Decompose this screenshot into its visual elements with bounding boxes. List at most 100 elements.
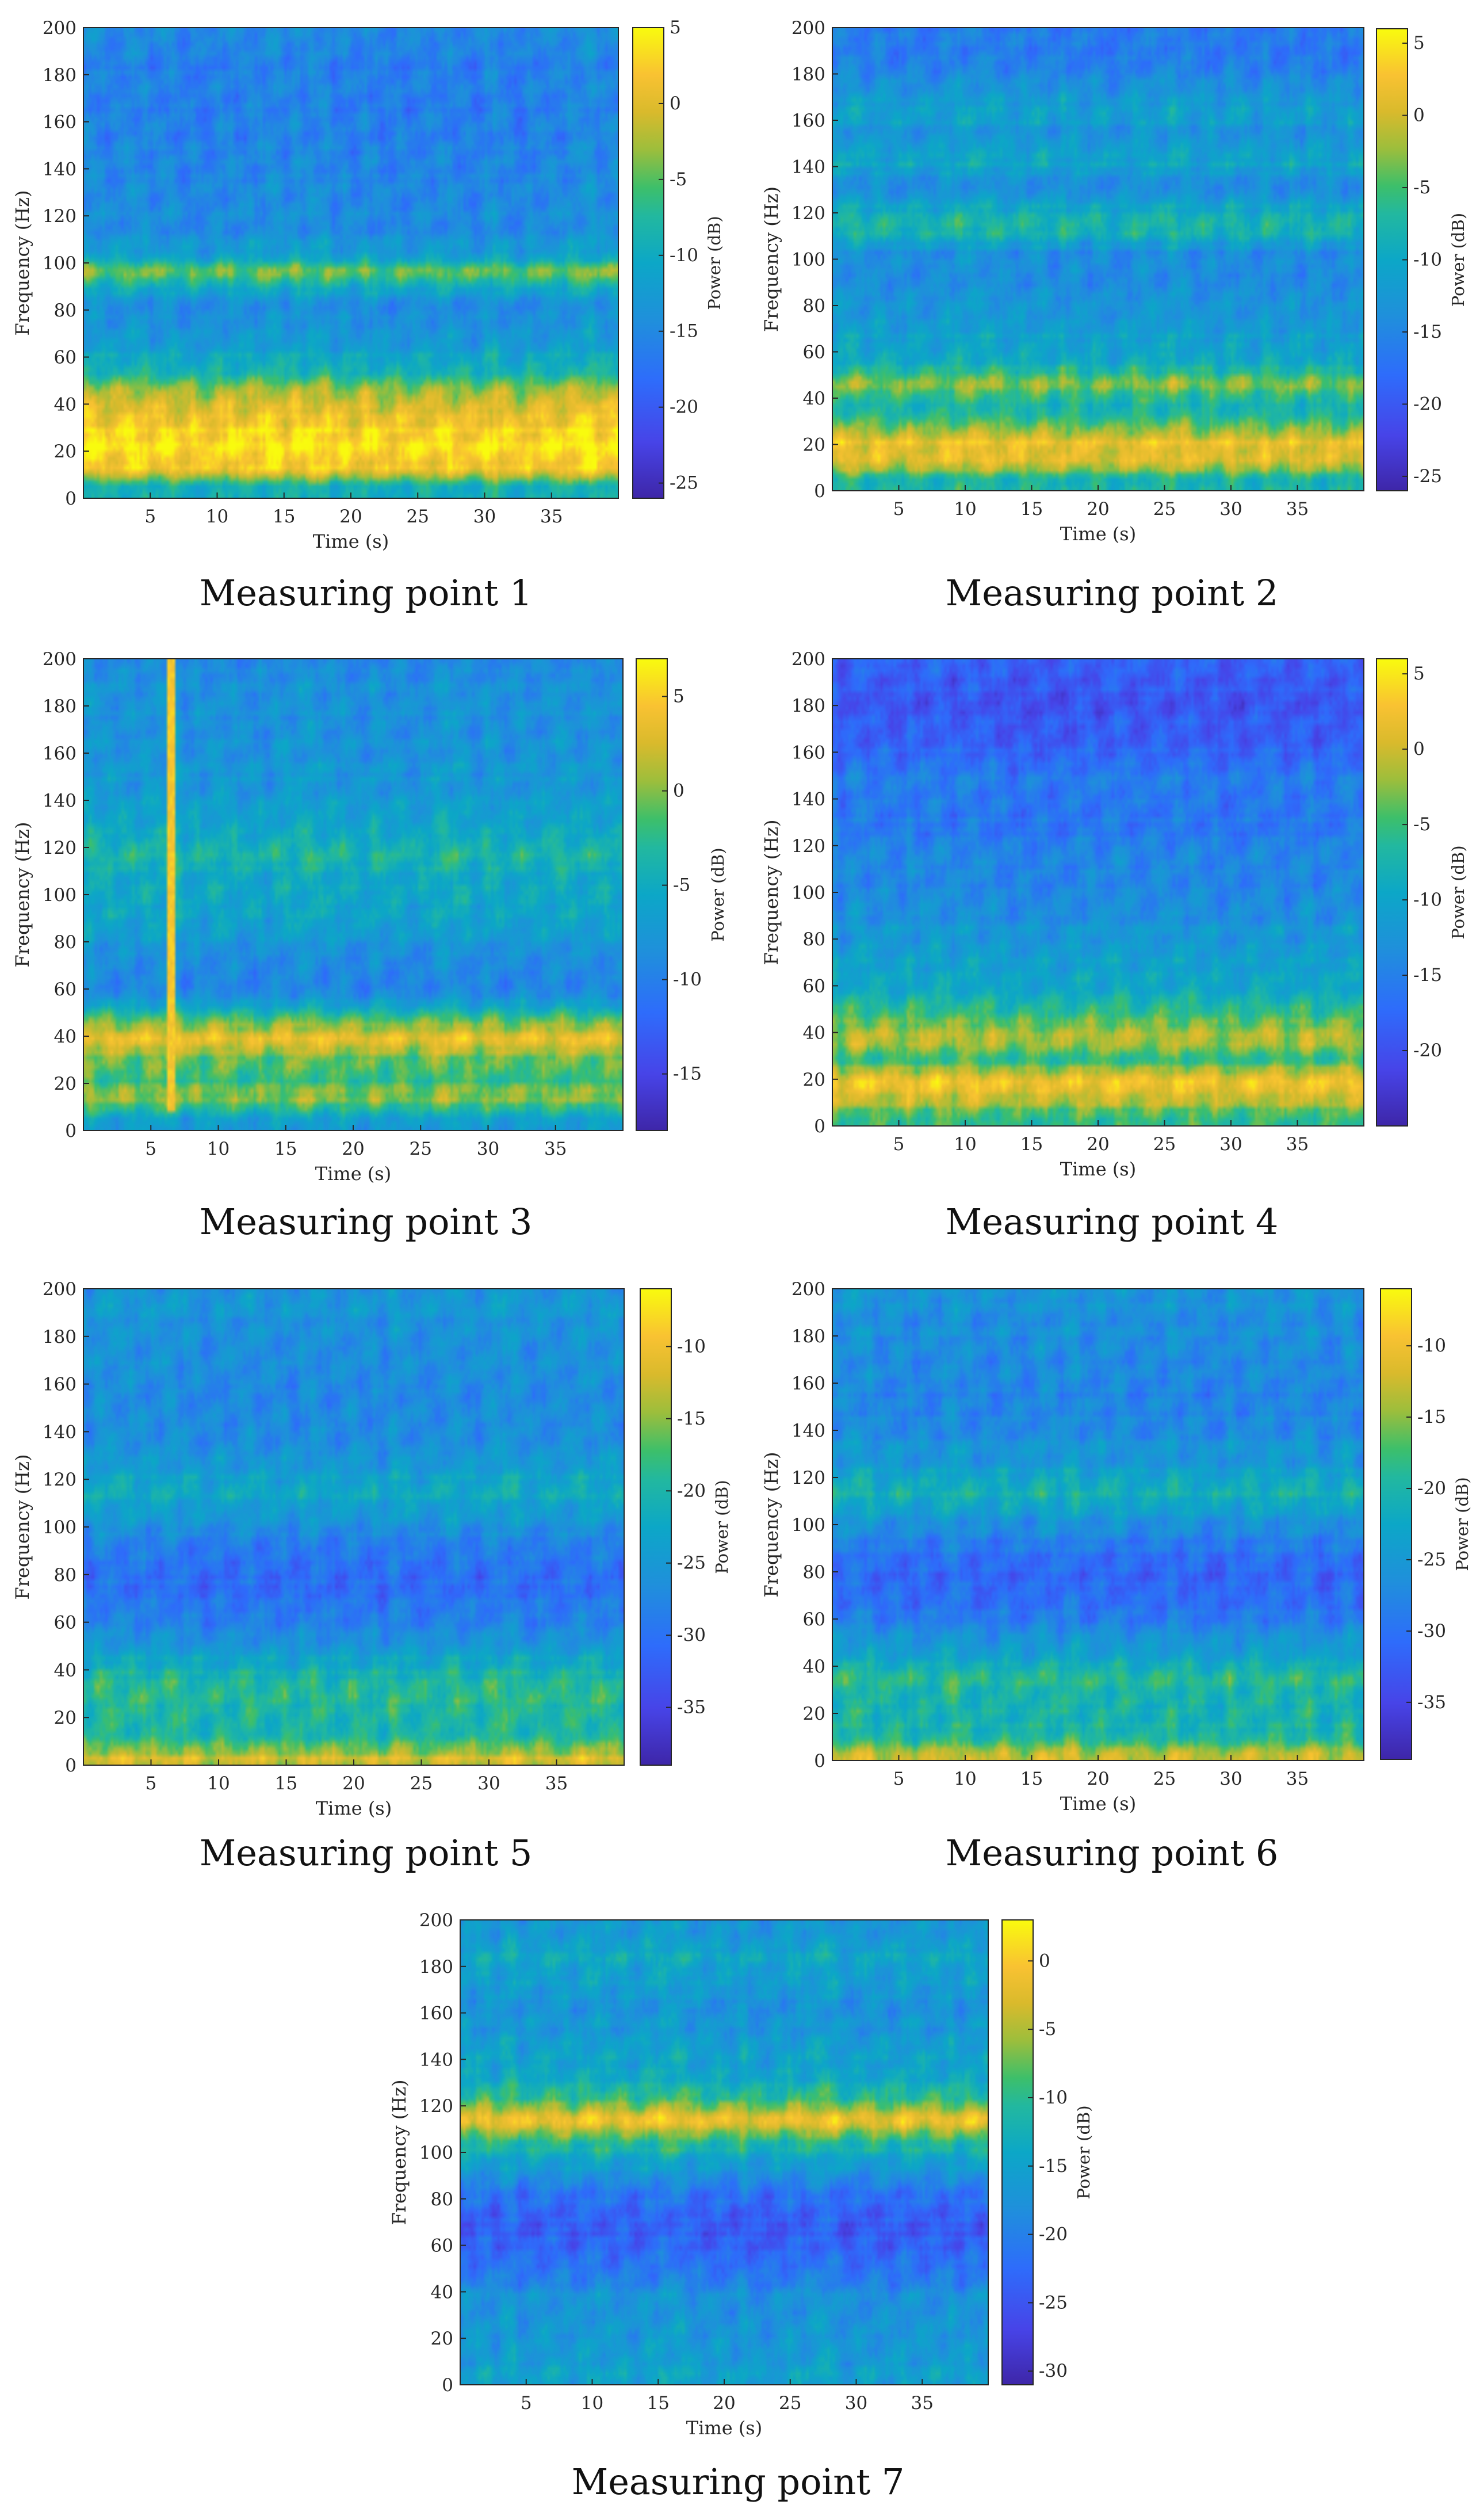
colorbar-tick-label: -25: [1417, 1549, 1446, 1570]
colorbar-tick-label: -5: [1413, 814, 1431, 835]
y-tick-label: 60: [803, 976, 825, 996]
y-tick-label: 60: [803, 342, 825, 363]
y-tick-label: 40: [803, 388, 825, 409]
y-tick-label: 140: [791, 157, 825, 178]
colorbar-label: Power (dB): [708, 847, 728, 941]
spectrogram-panel-5: 0 20 40 60 80 100 120 140 160 180 200 5 10 15 20 25 30 35…: [12, 1279, 732, 1874]
colorbar: [1376, 658, 1408, 1127]
y-tick-label: 180: [43, 696, 77, 717]
y-tick-label: 0: [65, 488, 77, 509]
colorbar-tick-label: -5: [670, 169, 687, 190]
spectrogram-heatmap: [832, 1289, 1364, 1761]
y-tick-label: 20: [803, 435, 825, 456]
y-tick-label: 60: [54, 348, 77, 368]
y-tick-label: 160: [791, 742, 825, 763]
y-tick-label: 120: [43, 1469, 77, 1490]
y-tick-label: 120: [791, 203, 825, 224]
y-tick-label: 40: [54, 1026, 77, 1047]
colorbar-tick-label: -25: [1413, 466, 1442, 487]
y-tick-label: 140: [43, 159, 77, 180]
x-tick-label: 30: [1219, 1134, 1242, 1155]
colorbar-label: Power (dB): [1074, 2105, 1093, 2199]
x-tick-label: 30: [477, 1139, 499, 1159]
colorbar-tick-label: -15: [670, 321, 698, 342]
y-tick-label: 160: [419, 2003, 453, 2024]
y-tick-label: 200: [43, 649, 77, 670]
x-tick-label: 20: [1087, 1134, 1109, 1155]
colorbar-tick-label: -15: [1417, 1407, 1446, 1427]
y-tick-label: 100: [43, 253, 77, 274]
colorbar-tick-label: -10: [1413, 250, 1442, 270]
colorbar: [1380, 1288, 1412, 1760]
y-tick-label: 0: [65, 1755, 77, 1776]
x-tick-label: 35: [1286, 1769, 1309, 1789]
y-tick-label: 160: [43, 743, 77, 764]
colorbar-tick-label: -25: [670, 473, 698, 494]
x-tick-label: 15: [275, 1773, 297, 1794]
spectrogram-heatmap: [83, 1289, 624, 1765]
x-axis-label: Time (s): [1060, 1793, 1136, 1815]
x-tick-label: 25: [407, 506, 429, 527]
panel-caption: Measuring point 2: [946, 572, 1279, 614]
x-tick-label: 5: [144, 506, 156, 527]
colorbar-tick-label: -20: [1039, 2224, 1068, 2245]
x-tick-label: 5: [893, 1769, 905, 1789]
x-tick-label: 10: [954, 1134, 976, 1155]
colorbar-tick-label: -30: [677, 1625, 706, 1645]
colorbar-tick-label: 0: [673, 781, 685, 801]
y-tick-label: 100: [791, 1515, 825, 1536]
x-tick-label: 30: [1219, 1769, 1242, 1789]
panel-caption: Measuring point 5: [200, 1832, 533, 1874]
y-tick-label: 180: [791, 1326, 825, 1347]
x-tick-label: 10: [954, 499, 976, 520]
colorbar-tick-label: 5: [1413, 33, 1425, 54]
colorbar-tick-label: 5: [673, 686, 685, 707]
y-tick-label: 140: [791, 789, 825, 810]
colorbar-tick-label: -25: [1039, 2292, 1068, 2313]
x-axis-label: Time (s): [1060, 523, 1136, 545]
y-tick-label: 20: [54, 1708, 77, 1728]
y-tick-label: 120: [43, 206, 77, 227]
x-tick-label: 5: [521, 2393, 532, 2414]
y-tick-label: 160: [791, 1373, 825, 1394]
y-axis-label: Frequency (Hz): [12, 190, 33, 336]
colorbar-label: Power (dB): [1448, 213, 1468, 307]
y-axis-label: Frequency (Hz): [760, 820, 782, 965]
colorbar-tick-label: -10: [1413, 889, 1442, 910]
x-tick-label: 15: [273, 506, 295, 527]
colorbar-tick-label: -15: [673, 1064, 702, 1085]
panel-caption: Measuring point 7: [572, 2461, 905, 2503]
colorbar-label: Power (dB): [712, 1480, 732, 1574]
y-tick-label: 20: [54, 441, 77, 462]
x-tick-label: 10: [207, 1139, 230, 1159]
x-tick-label: 20: [1087, 1769, 1109, 1789]
y-tick-label: 180: [419, 1957, 453, 1977]
y-tick-label: 100: [791, 883, 825, 903]
y-tick-label: 140: [791, 1421, 825, 1441]
colorbar-label: Power (dB): [705, 216, 724, 310]
x-tick-label: 30: [845, 2393, 867, 2414]
colorbar: [636, 658, 668, 1131]
colorbar: [1001, 1919, 1034, 2385]
y-tick-label: 200: [419, 1910, 453, 1931]
y-tick-label: 100: [419, 2143, 453, 2163]
y-tick-label: 200: [43, 1279, 77, 1300]
colorbar-tick-label: 5: [670, 17, 681, 38]
colorbar-tick-label: -10: [1417, 1335, 1446, 1356]
y-tick-label: 180: [43, 1327, 77, 1347]
colorbar-tick-label: 0: [1413, 739, 1425, 759]
x-axis-label: Time (s): [1060, 1158, 1136, 1180]
colorbar-tick-label: -20: [1413, 1040, 1442, 1061]
colorbar-tick-label: -10: [673, 969, 702, 990]
colorbar-tick-label: -5: [673, 875, 690, 896]
y-tick-label: 180: [791, 696, 825, 716]
x-axis-label: Time (s): [316, 1797, 392, 1819]
x-tick-label: 10: [581, 2393, 603, 2414]
x-tick-label: 30: [473, 506, 496, 527]
y-tick-label: 40: [803, 1656, 825, 1677]
y-tick-label: 140: [43, 1422, 77, 1442]
x-tick-label: 25: [410, 1773, 433, 1794]
colorbar-label: Power (dB): [1452, 1477, 1472, 1571]
x-tick-label: 35: [540, 506, 563, 527]
